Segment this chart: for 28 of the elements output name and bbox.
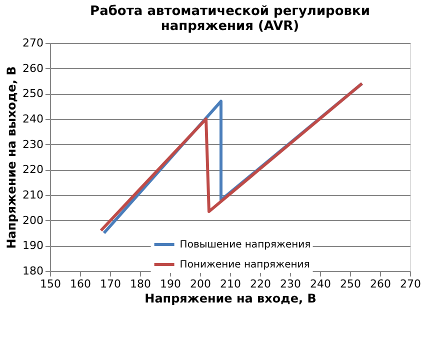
legend-label: Повышение напряжения: [180, 240, 311, 250]
y-tick-label: 190: [22, 239, 44, 252]
x-tick-label: 200: [190, 278, 211, 290]
legend-label: Понижение напряжения: [180, 260, 310, 270]
x-tick-label: 230: [280, 278, 301, 290]
x-tick-label: 180: [130, 278, 151, 290]
y-tick-label: 210: [22, 188, 44, 202]
y-tick-label: 230: [22, 138, 44, 151]
y-tick-label: 200: [22, 214, 44, 227]
x-tick-label: 170: [100, 278, 121, 290]
y-tick-label: 240: [22, 112, 44, 126]
chart-title: Работа автоматической регулировки напряжения (AVR): [90, 4, 370, 34]
y-tick-label: 220: [22, 163, 44, 176]
x-tick-label: 270: [400, 278, 421, 290]
x-tick-label: 150: [40, 278, 61, 290]
y-tick-label: 250: [22, 87, 44, 100]
x-axis-title: Напряжение на входе, В: [144, 292, 316, 306]
y-tick-label: 260: [22, 62, 44, 75]
x-tick-label: 250: [340, 278, 361, 290]
x-tick-label: 160: [70, 278, 91, 290]
x-tick-label: 260: [370, 278, 391, 290]
x-tick-label: 210: [220, 278, 241, 290]
y-axis-title: Напряжение на выходе, В: [4, 66, 19, 249]
x-tick-label: 240: [310, 278, 331, 290]
y-tick-label: 270: [22, 36, 44, 50]
x-tick-label: 220: [250, 278, 271, 290]
x-tick-label: 190: [160, 278, 181, 290]
y-tick-label: 180: [22, 264, 44, 278]
